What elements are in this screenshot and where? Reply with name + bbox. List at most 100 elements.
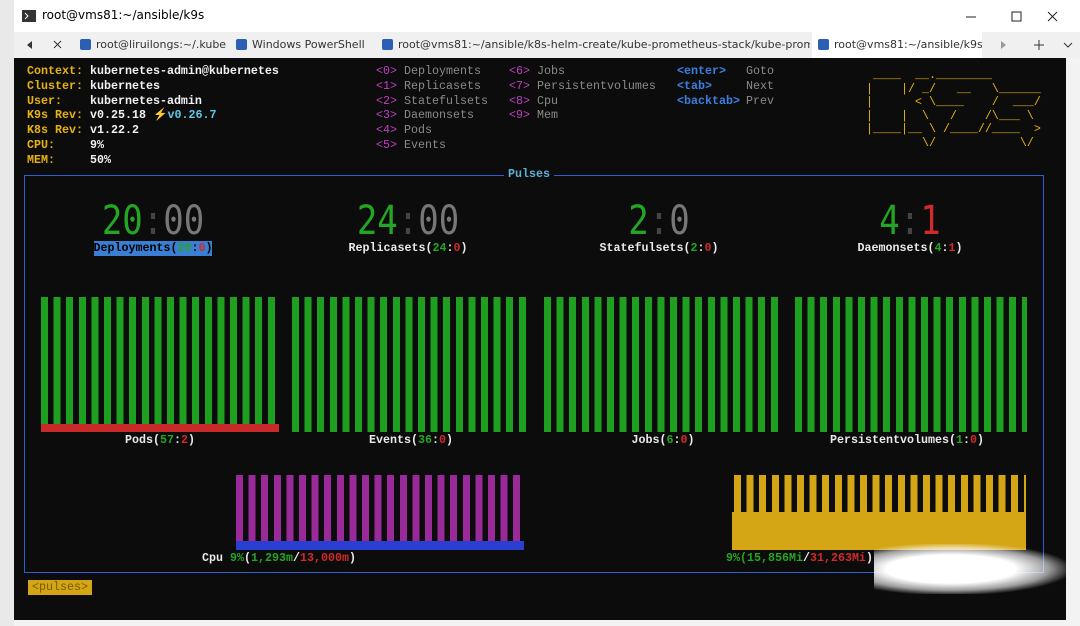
caption-part: : bbox=[962, 433, 970, 447]
counter-digits: 2 bbox=[628, 198, 649, 244]
menu-label[interactable]: Daemonsets bbox=[404, 108, 474, 123]
menu-label[interactable]: Persistentvolumes bbox=[537, 78, 656, 93]
caption-part: Persistentvolumes( bbox=[830, 433, 956, 447]
pulse-chart-errors bbox=[41, 424, 279, 432]
menu-key: <5> bbox=[376, 138, 397, 152]
hotkey-label[interactable]: Next bbox=[746, 78, 774, 93]
info-key: Context: bbox=[27, 64, 83, 78]
caption-text: Persistentvolumes(1:0) bbox=[830, 433, 984, 448]
caption-part: ) bbox=[445, 433, 453, 447]
pulse-chart bbox=[41, 297, 279, 432]
tab[interactable]: root@vms81:~/ansible/k9s bbox=[812, 32, 982, 58]
caption-part: ) bbox=[976, 433, 984, 447]
menu-label[interactable]: Deployments bbox=[404, 64, 481, 78]
hotkey: <backtab> bbox=[677, 93, 740, 108]
tab[interactable]: root@liruilongs:~/.kube bbox=[74, 32, 230, 58]
info-value: v0.25.18 bbox=[90, 108, 146, 123]
cpu-gauge-base bbox=[236, 541, 524, 550]
caption-part: Jobs( bbox=[631, 433, 667, 447]
caption-part: 0 bbox=[453, 241, 461, 255]
caption-part: 0 bbox=[680, 433, 688, 447]
menu-key: <3> bbox=[376, 108, 397, 123]
breadcrumb[interactable]: <pulses> bbox=[28, 580, 92, 595]
logo-line: | < \____ / ___/ bbox=[866, 95, 1041, 109]
caption-text: Daemonsets(4:1) bbox=[858, 241, 963, 256]
menu-label[interactable]: Events bbox=[404, 138, 446, 152]
menu-label[interactable]: Jobs bbox=[537, 64, 565, 78]
caption-part: 1,293m bbox=[251, 551, 293, 565]
menu-label[interactable]: Cpu bbox=[537, 93, 558, 108]
counter-digits: 24 bbox=[356, 198, 398, 244]
info-key: CPU: bbox=[27, 138, 55, 152]
big-counter: 24:00 bbox=[281, 201, 536, 241]
menu-label[interactable]: Statefulsets bbox=[404, 93, 488, 108]
terminal-window: root@vms81:~/ansible/k9s root@liruilongs… bbox=[14, 0, 1080, 626]
mem-caption: 9%(15,856Mi/31,263Mi) bbox=[726, 551, 873, 566]
mem-gauge-fill bbox=[732, 512, 1026, 550]
menu-label[interactable]: Replicasets bbox=[404, 78, 481, 93]
info-value: kubernetes-admin@kubernetes bbox=[90, 64, 279, 78]
caption-part: ) bbox=[687, 433, 695, 447]
logo-line: \/ \/ bbox=[866, 135, 1034, 150]
caption-part: ) bbox=[711, 241, 719, 255]
caption-part: : bbox=[697, 241, 705, 255]
caption-part: / bbox=[292, 551, 300, 565]
tab-actions[interactable] bbox=[994, 40, 1074, 50]
caption-part: 9% bbox=[230, 551, 244, 565]
caption-part: : bbox=[173, 433, 181, 447]
caption: Pods(57:2) bbox=[0, 433, 360, 448]
caption: Daemonsets(4:1) bbox=[710, 241, 1080, 256]
logo-line: |____|__ \ /____//____ > bbox=[866, 122, 1041, 136]
info-value: 9% bbox=[90, 138, 104, 152]
caption-text: Statefulsets(2:0) bbox=[600, 241, 719, 256]
menu-key: <7> bbox=[509, 78, 530, 93]
logo-line: | | \ / /\___ \ bbox=[866, 108, 1034, 123]
caption-part: Cpu bbox=[202, 551, 223, 565]
caption-part: 0 bbox=[198, 241, 206, 255]
window-controls[interactable] bbox=[966, 10, 1066, 24]
menu-label[interactable]: Mem bbox=[537, 108, 558, 123]
menu-key: <6> bbox=[509, 64, 530, 78]
caption-part: 31,263Mi bbox=[809, 551, 866, 565]
caption-text: Events(36:0) bbox=[369, 433, 453, 448]
caption-part: 15,856Mi bbox=[747, 551, 803, 565]
caption-part: ) bbox=[955, 241, 963, 255]
counter-digits: 00 bbox=[418, 198, 460, 244]
info-value: v1.22.2 bbox=[90, 123, 139, 138]
caption-part: 6 bbox=[666, 433, 674, 447]
tab[interactable]: root@vms81:~/ansible/k8s-helm-create/kub… bbox=[376, 32, 810, 58]
caption: Events(36:0) bbox=[211, 433, 611, 448]
caption-part: 2 bbox=[180, 433, 188, 447]
big-counter: 20:00 bbox=[26, 201, 281, 241]
panel-title: Pulses bbox=[504, 167, 554, 182]
caption-part: ) bbox=[187, 433, 195, 447]
caption-part: : bbox=[431, 433, 439, 447]
caption-part: 36 bbox=[417, 433, 432, 447]
info-key: User: bbox=[27, 93, 62, 108]
menu-key: <4> bbox=[376, 123, 397, 138]
caption-part: : bbox=[673, 433, 681, 447]
tab-nav[interactable] bbox=[26, 40, 76, 50]
menu-key: <0> bbox=[376, 64, 397, 78]
hotkey-label[interactable]: Goto bbox=[746, 64, 774, 78]
window-title: root@vms81:~/ansible/k9s bbox=[42, 8, 205, 22]
caption-part: Deployments( bbox=[93, 241, 178, 255]
counter-digits: 1 bbox=[920, 198, 941, 244]
caption-part: Events( bbox=[369, 433, 418, 447]
tab[interactable]: Windows PowerShell bbox=[230, 32, 374, 58]
counter-digits: : bbox=[397, 198, 419, 244]
title-bar: root@vms81:~/ansible/k9s bbox=[14, 0, 1080, 32]
caption-part: 0 bbox=[704, 241, 712, 255]
info-key: K9s Rev: bbox=[27, 108, 83, 123]
caption-part: : bbox=[191, 241, 199, 255]
info-key: Cluster: bbox=[27, 78, 83, 93]
caption-part: 4 bbox=[934, 241, 942, 255]
app-icon bbox=[22, 10, 36, 22]
counter-digits: 20 bbox=[101, 198, 143, 244]
hotkey-label[interactable]: Prev bbox=[746, 93, 774, 108]
caption: Replicasets(24:0) bbox=[208, 241, 608, 256]
big-counter: 4:1 bbox=[783, 201, 1038, 241]
counter-digits: 4 bbox=[879, 198, 900, 244]
menu-label[interactable]: Pods bbox=[404, 123, 432, 138]
